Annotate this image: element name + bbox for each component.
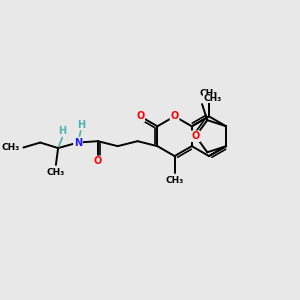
Text: O: O [136, 111, 144, 122]
Text: H: H [58, 126, 66, 136]
Text: CH₃: CH₃ [200, 88, 218, 98]
Text: CH₃: CH₃ [47, 168, 65, 177]
Text: O: O [94, 156, 102, 167]
Text: O: O [170, 111, 179, 122]
Text: O: O [191, 131, 200, 141]
Text: CH₃: CH₃ [2, 143, 20, 152]
Text: N: N [74, 138, 82, 148]
Text: H: H [77, 120, 85, 130]
Text: CH₃: CH₃ [166, 176, 184, 185]
Text: CH₃: CH₃ [203, 94, 222, 103]
